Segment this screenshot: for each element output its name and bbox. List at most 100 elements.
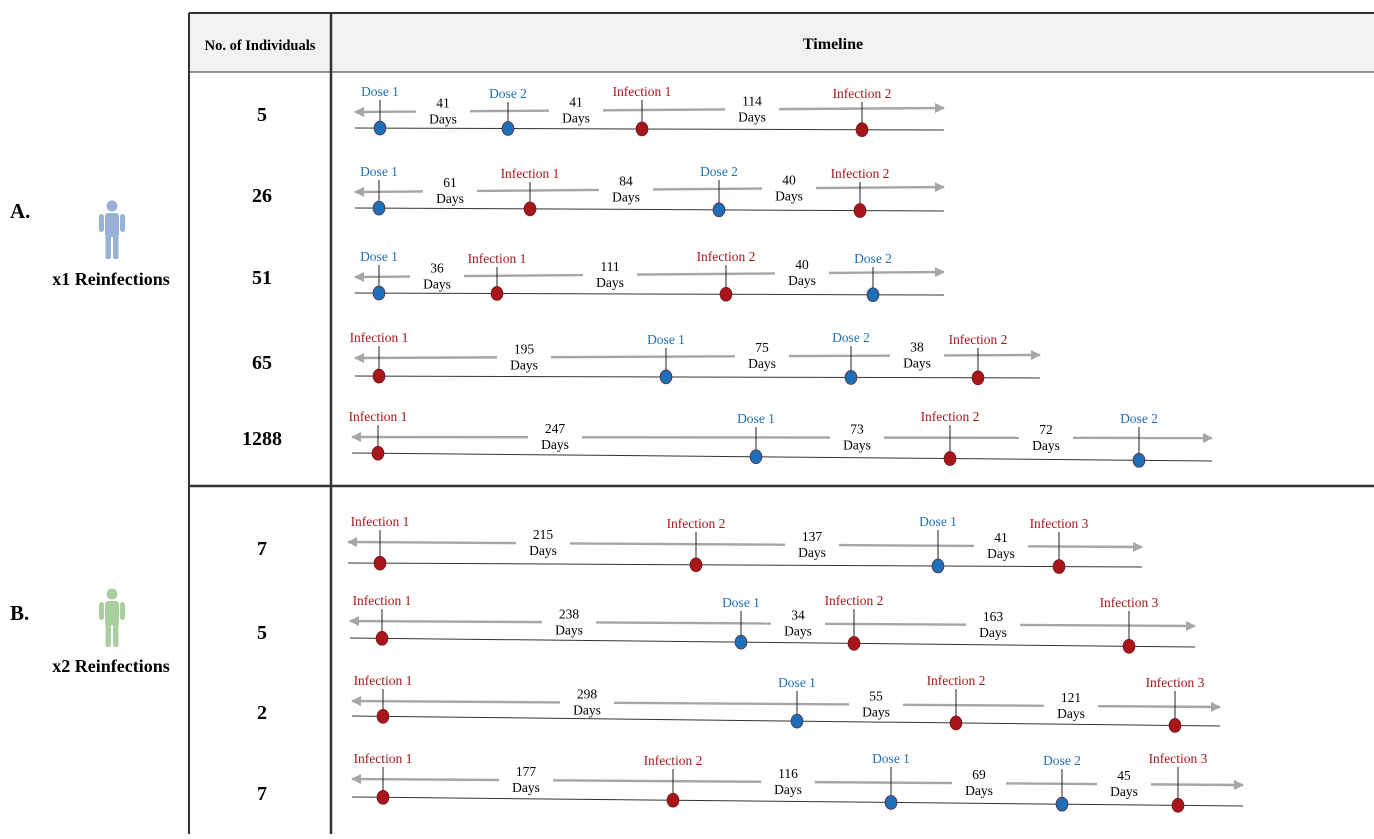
timeline-arrow-segment [355, 191, 423, 192]
group-a: A. x1 Reinfections [10, 199, 170, 289]
dose-marker [885, 795, 897, 809]
group-a-label: x1 Reinfections [52, 269, 169, 289]
dose-marker [1133, 453, 1145, 467]
timeline-baseline [348, 563, 1142, 567]
timeline-arrow-segment [1098, 706, 1220, 707]
infection-label: Infection 3 [1149, 751, 1208, 766]
infection-label: Infection 2 [949, 332, 1008, 347]
timeline-arrow-segment [815, 782, 952, 783]
timeline-arrow-segment [839, 545, 974, 546]
dose-marker [735, 635, 747, 649]
interval-days: 38 [910, 340, 924, 355]
dose-marker [374, 121, 386, 135]
timeline-baseline [352, 716, 1220, 726]
timeline-arrow-segment [553, 780, 761, 781]
infection-label: Infection 1 [349, 409, 408, 424]
timeline-arrow-segment [477, 190, 599, 191]
interval-unit: Days [788, 273, 816, 288]
timeline-arrow-segment [653, 189, 762, 190]
individual-count: 26 [252, 185, 272, 207]
timeline-arrow-segment [829, 272, 944, 273]
interval-days: 121 [1061, 690, 1081, 705]
person-icon-blue [99, 201, 125, 260]
infection-label: Infection 1 [350, 330, 409, 345]
timeline-arrow-segment [637, 273, 775, 274]
individual-count: 65 [252, 352, 272, 374]
infection-marker [972, 371, 984, 385]
interval-unit: Days [784, 624, 812, 639]
timeline-baseline [355, 376, 1040, 378]
timeline-arrow-segment [464, 275, 583, 276]
interval-days: 61 [443, 175, 457, 190]
interval-unit: Days [748, 356, 776, 371]
infection-marker [690, 558, 702, 572]
dose-label: Dose 1 [919, 514, 957, 529]
interval-days: 40 [795, 257, 809, 272]
interval-unit: Days [596, 275, 624, 290]
infection-label: Infection 2 [831, 166, 890, 181]
infection-marker [1172, 798, 1184, 812]
infection-label: Infection 1 [613, 84, 672, 99]
interval-unit: Days [541, 437, 569, 452]
individual-count: 5 [257, 104, 267, 126]
timeline-arrow-segment [1006, 783, 1097, 784]
timeline-arrow-segment [816, 187, 944, 188]
interval-days: 215 [533, 527, 554, 542]
interval-unit: Days [987, 546, 1015, 561]
infection-marker [491, 286, 503, 300]
interval-days: 36 [430, 260, 444, 275]
dose-marker [373, 201, 385, 215]
dose-label: Dose 2 [1120, 411, 1158, 426]
infection-label: Infection 2 [833, 86, 892, 101]
dose-label: Dose 2 [489, 86, 527, 101]
interval-days: 84 [619, 174, 633, 189]
infection-marker [1053, 560, 1065, 574]
interval-days: 45 [1117, 768, 1131, 783]
dose-label: Dose 1 [360, 164, 398, 179]
dose-marker [713, 203, 725, 217]
interval-unit: Days [512, 780, 540, 795]
interval-unit: Days [555, 622, 583, 637]
interval-unit: Days [738, 109, 766, 124]
group-b-letter: B. [10, 601, 29, 625]
timeline-baseline [350, 638, 1195, 647]
group-a-letter: A. [10, 199, 30, 223]
dose-label: Dose 2 [700, 164, 738, 179]
interval-days: 163 [983, 609, 1004, 624]
interval-unit: Days [1110, 784, 1138, 799]
header-band [189, 13, 1374, 72]
timeline-baseline [355, 128, 944, 130]
infection-label: Infection 1 [501, 166, 560, 181]
dose-label: Dose 1 [722, 595, 760, 610]
infection-marker [1123, 639, 1135, 653]
individual-count: 7 [257, 783, 267, 805]
infection-marker [848, 636, 860, 650]
infection-marker [377, 709, 389, 723]
infection-marker [1169, 718, 1181, 732]
infection-label: Infection 2 [927, 673, 986, 688]
timeline-arrow-segment [348, 542, 516, 543]
infection-marker [944, 452, 956, 466]
dose-marker [502, 122, 514, 136]
interval-unit: Days [979, 625, 1007, 640]
group-b-label: x2 Reinfections [52, 656, 169, 676]
timeline-arrow-segment [825, 624, 966, 625]
interval-unit: Days [510, 357, 538, 372]
timeline-arrow-segment [350, 621, 542, 622]
infection-label: Infection 2 [644, 753, 703, 768]
infection-marker [854, 204, 866, 218]
infection-label: Infection 3 [1146, 675, 1205, 690]
timeline-arrow-segment [551, 356, 735, 357]
interval-unit: Days [429, 111, 457, 126]
dose-marker [791, 714, 803, 728]
interval-unit: Days [774, 782, 802, 797]
interval-unit: Days [798, 545, 826, 560]
infection-label: Infection 1 [468, 251, 527, 266]
